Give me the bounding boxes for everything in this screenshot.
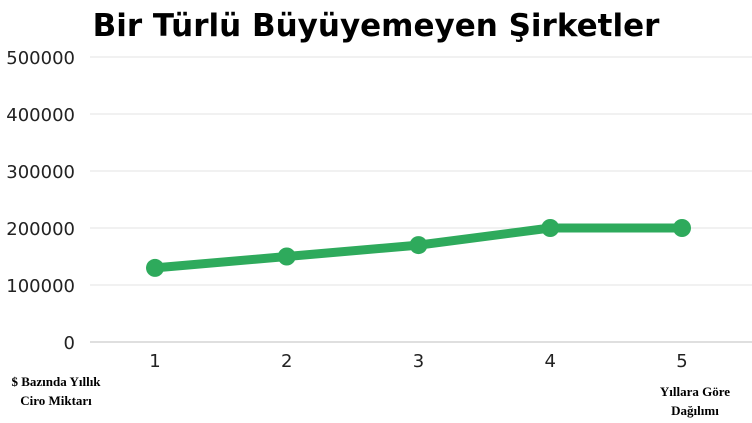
y-axis-label: $ Bazında Yıllık Ciro Miktarı — [11, 374, 101, 408]
x-axis-label: Yıllara Göre Dağılımı — [659, 384, 731, 418]
x-tick-label: 1 — [149, 351, 160, 372]
chart-title: Bir Türlü Büyüyemeyen Şirketler — [92, 8, 660, 44]
y-tick-label: 100000 — [6, 276, 75, 297]
data-point — [277, 247, 296, 266]
y-tick-label: 200000 — [6, 219, 75, 240]
x-tick-label: 4 — [545, 351, 556, 372]
x-tick-label: 3 — [413, 351, 424, 372]
data-point — [146, 258, 164, 277]
x-tick-label: 5 — [676, 351, 687, 372]
data-point — [541, 219, 560, 237]
y-tick-label: 300000 — [6, 162, 75, 183]
x-tick-label: 2 — [281, 351, 292, 372]
y-tick-label: 0 — [64, 333, 75, 354]
data-point — [409, 236, 428, 255]
y-tick-label: 500000 — [6, 48, 75, 69]
data-point — [673, 219, 691, 237]
y-tick-label: 400000 — [6, 105, 75, 126]
